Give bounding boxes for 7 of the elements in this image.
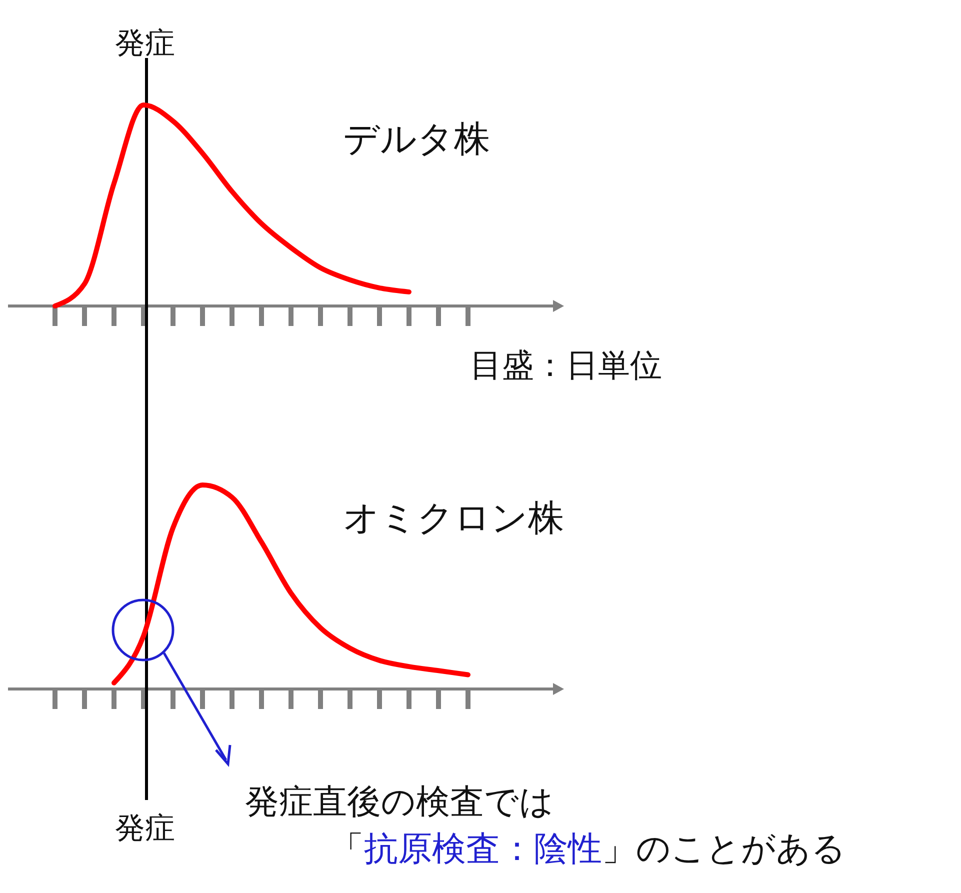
text: 目盛：日単位 <box>470 346 662 384</box>
text: 発症直後の検査では <box>245 782 554 822</box>
text: 「抗原検査：陰性」のことがある <box>330 829 846 869</box>
text: 発症 <box>115 26 175 61</box>
text: 発症 <box>115 811 175 846</box>
text: デルタ株 <box>343 119 490 160</box>
text: オミクロン株 <box>343 498 564 539</box>
